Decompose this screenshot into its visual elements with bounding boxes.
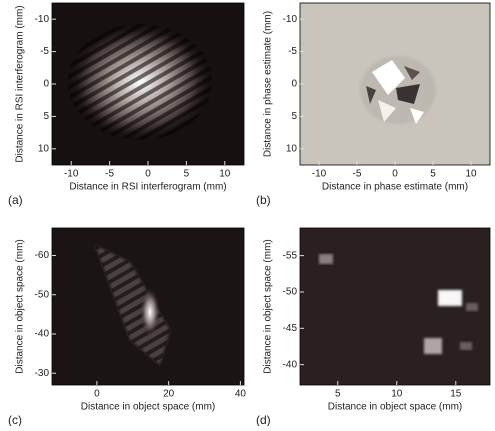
y-tick-label: -60 bbox=[35, 250, 50, 261]
x-tick-label: 5 bbox=[184, 169, 190, 180]
image-c bbox=[52, 228, 244, 385]
x-axis-label: Distance in object space (mm) bbox=[328, 402, 463, 413]
y-tick-label: -55 bbox=[283, 250, 298, 261]
x-tick-label: 10 bbox=[219, 169, 231, 180]
y-tick-label: -5 bbox=[288, 46, 297, 57]
y-tick-label: 0 bbox=[291, 79, 297, 90]
y-tick-label: -10 bbox=[283, 14, 298, 25]
x-tick-label: 0 bbox=[392, 169, 398, 180]
y-tick-label: -40 bbox=[283, 359, 298, 370]
y-tick-label: 0 bbox=[43, 79, 49, 90]
x-tick-label: 15 bbox=[450, 389, 462, 400]
y-tick-label: -30 bbox=[35, 368, 50, 379]
panel-label: (c) bbox=[8, 413, 22, 426]
panel-label: (a) bbox=[8, 193, 23, 207]
y-axis-label: Distance in phase estimate (mm) bbox=[263, 11, 274, 157]
y-tick-label: -40 bbox=[35, 329, 50, 340]
panel-label: (b) bbox=[256, 193, 271, 207]
y-tick-label: 5 bbox=[291, 111, 297, 122]
y-tick-label: -5 bbox=[40, 46, 49, 57]
x-tick-label: -5 bbox=[105, 169, 114, 180]
x-axis-label: Distance in RSI interferogram (mm) bbox=[69, 182, 226, 193]
y-tick-label: -50 bbox=[35, 289, 50, 300]
x-tick-label: 0 bbox=[94, 389, 100, 400]
panel-label: (d) bbox=[256, 413, 271, 426]
x-tick-label: -5 bbox=[353, 169, 362, 180]
y-tick-label: 10 bbox=[286, 143, 298, 154]
y-tick-label: -45 bbox=[283, 323, 298, 334]
x-tick-label: -10 bbox=[64, 169, 79, 180]
y-axis-label: Distance in object space (mm) bbox=[15, 239, 26, 374]
x-tick-label: 20 bbox=[163, 389, 175, 400]
image-b bbox=[300, 3, 490, 165]
y-tick-label: -50 bbox=[283, 287, 298, 298]
plot-frame bbox=[51, 227, 245, 386]
y-tick-label: 5 bbox=[43, 111, 49, 122]
y-axis-label: Distance in object space (mm) bbox=[263, 239, 274, 374]
x-tick-label: 10 bbox=[465, 169, 477, 180]
y-axis-label: Distance in RSI interferogram (mm) bbox=[15, 5, 26, 162]
x-tick-label: 40 bbox=[235, 389, 247, 400]
y-tick-label: 10 bbox=[38, 143, 50, 154]
plot-frame bbox=[299, 227, 491, 386]
x-axis-label: Distance in phase estimate (mm) bbox=[322, 182, 468, 193]
image-a bbox=[52, 3, 244, 165]
x-tick-label: 5 bbox=[430, 169, 436, 180]
image-d bbox=[300, 228, 490, 385]
x-tick-label: 10 bbox=[391, 389, 403, 400]
x-tick-label: 5 bbox=[335, 389, 341, 400]
x-tick-label: 0 bbox=[145, 169, 151, 180]
y-tick-label: -10 bbox=[35, 14, 50, 25]
x-axis-label: Distance in object space (mm) bbox=[81, 402, 216, 413]
x-tick-label: -10 bbox=[312, 169, 327, 180]
